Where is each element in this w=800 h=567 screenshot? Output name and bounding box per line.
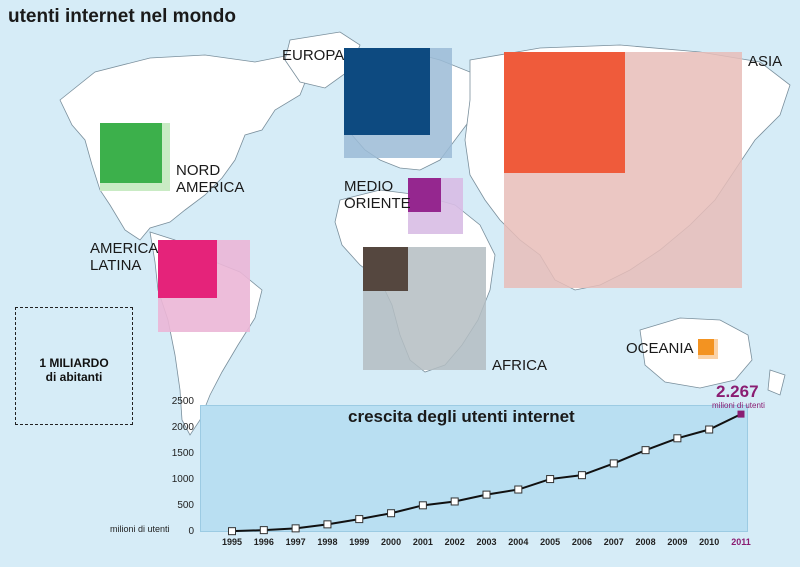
region-label-oceania: OCEANIA xyxy=(626,340,694,357)
y-tick-label: 500 xyxy=(177,500,194,511)
x-tick-label: 2003 xyxy=(476,537,497,547)
y-tick-label: 0 xyxy=(188,526,194,537)
landmass-north-america xyxy=(59,54,311,241)
nord-america-users-box xyxy=(100,123,162,183)
landmass-new-zealand xyxy=(767,369,786,396)
america-latina-users-box xyxy=(158,240,217,298)
europa-users-box xyxy=(344,48,430,135)
medio-oriente-users-box xyxy=(408,178,441,212)
y-tick-label: 1500 xyxy=(171,448,194,459)
x-tick-label: 2007 xyxy=(603,537,624,547)
x-tick-label: 2001 xyxy=(412,537,433,547)
legend-line1: 1 MILIARDO xyxy=(39,356,109,370)
y-tick-label: 2500 xyxy=(171,396,194,407)
x-tick-label: 1996 xyxy=(253,537,274,547)
legend-line2: di abitanti xyxy=(45,370,103,384)
x-tick-label: 2002 xyxy=(444,537,465,547)
chart-title: crescita degli utenti internet xyxy=(348,407,575,426)
x-tick-label: 2000 xyxy=(381,537,402,547)
y-tick-label: 1000 xyxy=(171,474,194,485)
x-tick-label: 2005 xyxy=(540,537,561,547)
chart-highlight-unit: milioni di utenti xyxy=(712,401,765,410)
chart-highlight-value: 2.267 xyxy=(716,382,759,401)
x-tick-label: 2011 xyxy=(731,537,751,547)
x-tick-label: 1999 xyxy=(349,537,370,547)
landmass-australia xyxy=(639,317,753,389)
x-tick-label: 1998 xyxy=(317,537,338,547)
x-tick-label: 2008 xyxy=(635,537,656,547)
region-label-africa: AFRICA xyxy=(492,357,548,374)
oceania-users-box xyxy=(698,339,714,355)
region-label-asia: ASIA xyxy=(748,53,783,70)
x-tick-label: 1995 xyxy=(221,537,243,547)
region-label-america-latina: AMERICA LATINA xyxy=(90,240,159,274)
region-label-nord-america: NORD AMERICA xyxy=(176,162,245,196)
x-tick-label: 2009 xyxy=(667,537,688,547)
page-title: utenti internet nel mondo xyxy=(8,6,236,27)
y-tick-label: 2000 xyxy=(171,422,194,433)
region-label-europa: EUROPA xyxy=(282,47,345,64)
scale-legend: 1 MILIARDO di abitanti xyxy=(15,307,133,425)
x-tick-label: 2010 xyxy=(699,537,720,547)
landmass-greenland xyxy=(284,31,361,89)
x-tick-label: 1997 xyxy=(285,537,306,547)
x-tick-label: 2004 xyxy=(508,537,529,547)
africa-users-box xyxy=(363,247,408,291)
region-label-medio-oriente: MEDIO ORIENTE xyxy=(344,178,411,212)
asia-users-box xyxy=(504,52,625,173)
x-tick-label: 2006 xyxy=(571,537,592,547)
chart-y-axis-label: milioni di utenti xyxy=(110,524,170,534)
